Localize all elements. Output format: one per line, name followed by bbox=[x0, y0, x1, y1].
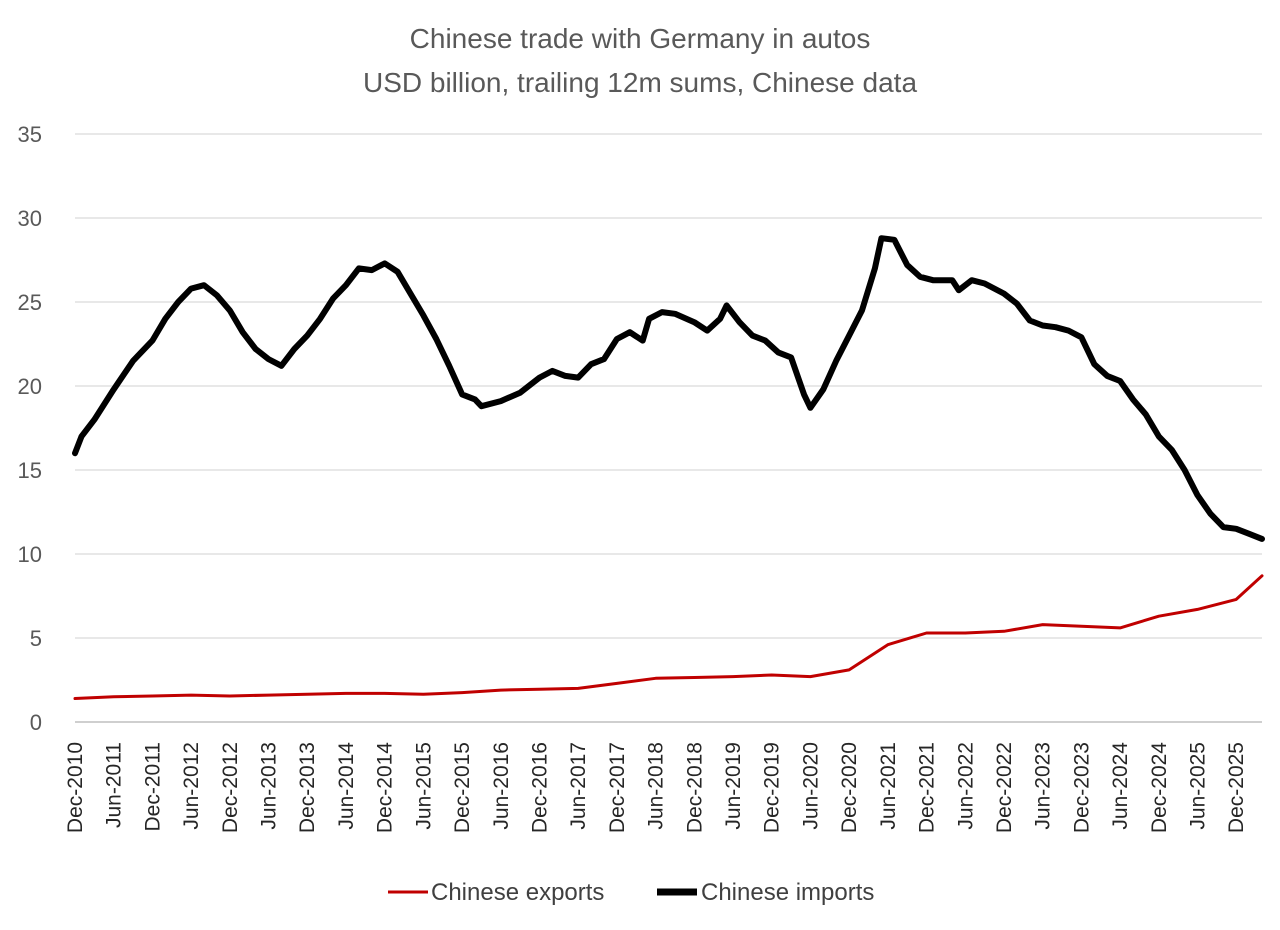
x-tick-label: Jun-2022 bbox=[954, 742, 977, 830]
chart-title: Chinese trade with Germany in autos bbox=[410, 23, 871, 54]
x-tick-label: Jun-2012 bbox=[180, 742, 203, 830]
series-line-imports bbox=[72, 235, 1265, 542]
x-tick-label: Jun-2023 bbox=[1032, 742, 1055, 830]
y-tick-label: 20 bbox=[18, 374, 42, 399]
y-tick-label: 15 bbox=[18, 458, 42, 483]
y-axis-tick-labels: 0 5 10 15 20 25 30 35 bbox=[18, 122, 42, 735]
legend-label-exports: Chinese exports bbox=[431, 879, 604, 906]
x-tick-label: Dec-2017 bbox=[606, 742, 629, 833]
x-tick-label: Dec-2019 bbox=[761, 742, 784, 833]
legend: Chinese exports Chinese imports bbox=[388, 879, 874, 906]
x-axis-tick-labels: Dec-2010 Jun-2011 Dec-2011 Jun-2012 Dec-2012… bbox=[64, 742, 1248, 833]
x-tick-label: Dec-2014 bbox=[374, 742, 397, 833]
x-tick-label: Dec-2012 bbox=[219, 742, 242, 833]
x-tick-label: Jun-2013 bbox=[258, 742, 281, 830]
y-tick-label: 5 bbox=[30, 626, 42, 651]
x-tick-label: Jun-2011 bbox=[103, 742, 126, 828]
x-tick-label: Dec-2020 bbox=[838, 742, 861, 833]
x-tick-label: Jun-2025 bbox=[1186, 742, 1209, 830]
y-tick-label: 25 bbox=[18, 290, 42, 315]
x-tick-label: Jun-2017 bbox=[567, 742, 590, 830]
x-tick-label: Dec-2013 bbox=[296, 742, 319, 833]
x-tick-label: Dec-2023 bbox=[1070, 742, 1093, 833]
x-tick-label: Jun-2016 bbox=[490, 742, 513, 830]
x-tick-label: Jun-2019 bbox=[722, 742, 745, 830]
y-tick-label: 0 bbox=[30, 710, 42, 735]
x-tick-label: Dec-2024 bbox=[1148, 742, 1171, 833]
legend-label-imports: Chinese imports bbox=[701, 879, 874, 906]
x-tick-label: Jun-2021 bbox=[877, 742, 900, 830]
x-tick-label: Dec-2016 bbox=[528, 742, 551, 833]
x-tick-label: Jun-2015 bbox=[412, 742, 435, 830]
y-tick-label: 30 bbox=[18, 206, 42, 231]
x-tick-label: Jun-2024 bbox=[1109, 742, 1132, 830]
gridlines bbox=[75, 133, 1262, 723]
x-tick-label: Dec-2018 bbox=[683, 742, 706, 833]
y-tick-label: 35 bbox=[18, 122, 42, 147]
x-tick-label: Dec-2025 bbox=[1225, 742, 1248, 833]
x-tick-label: Dec-2021 bbox=[916, 742, 939, 833]
x-tick-label: Jun-2014 bbox=[335, 742, 358, 830]
x-tick-label: Jun-2018 bbox=[645, 742, 668, 830]
y-tick-label: 10 bbox=[18, 542, 42, 567]
x-tick-label: Dec-2011 bbox=[141, 742, 164, 832]
x-tick-label: Dec-2022 bbox=[993, 742, 1016, 833]
series-line-exports bbox=[73, 574, 1264, 700]
x-tick-label: Dec-2010 bbox=[64, 742, 87, 833]
x-tick-label: Jun-2020 bbox=[799, 742, 822, 830]
series-lines bbox=[72, 235, 1265, 700]
x-tick-label: Dec-2015 bbox=[451, 742, 474, 833]
chart-subtitle: USD billion, trailing 12m sums, Chinese … bbox=[363, 67, 917, 98]
